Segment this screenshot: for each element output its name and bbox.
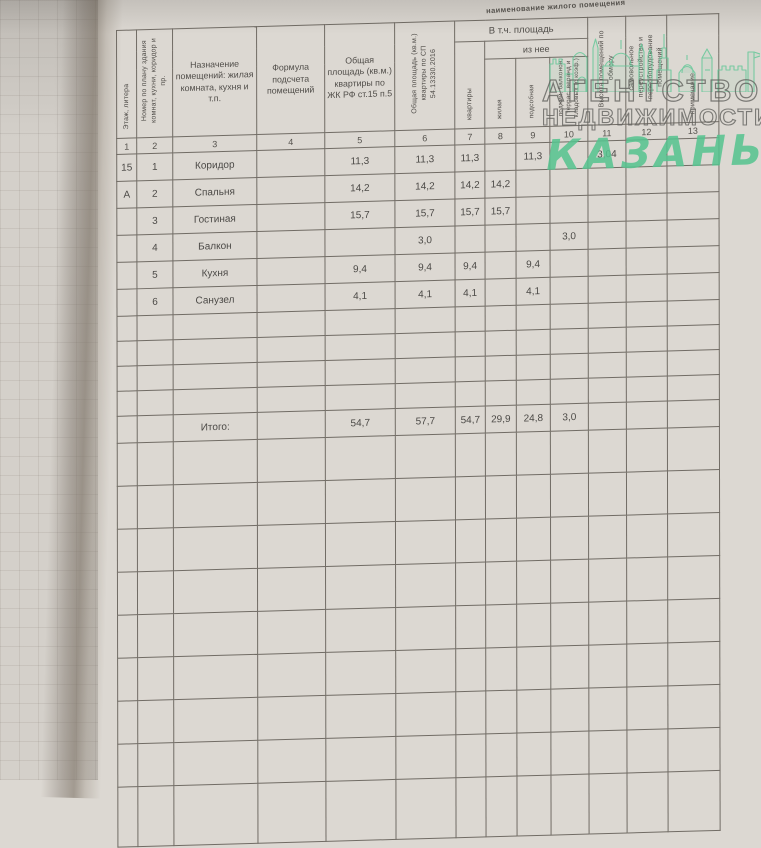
header-unauthorized: самовольное переустройство и переоборудо…	[625, 15, 667, 125]
header-note: примечание	[666, 13, 719, 124]
floor-cell	[116, 261, 137, 290]
header-purpose: Назначение помещений: жилая комната, кух…	[172, 26, 257, 137]
header-total-area-jk: Общая площадь (кв.м.) квартиры по ЖК РФ …	[324, 22, 395, 133]
header-plan-number: Номер по плану здания комнат, кухни, кор…	[136, 28, 173, 138]
header-auxiliary: подсобная	[515, 57, 550, 128]
header-formula: Формула подсчета помещений	[256, 24, 325, 135]
page-caption: наименование жилого помещения	[485, 0, 626, 16]
room-number-cell: 1	[136, 152, 173, 181]
floor-explication-table: Этаж, литера Номер по плану здания комна…	[116, 13, 721, 848]
room-name-cell: Санузел	[172, 285, 258, 315]
gap-body	[117, 299, 720, 417]
floor-explication-table-wrap: Этаж, литера Номер по плану здания комна…	[116, 13, 721, 848]
room-number-cell: 6	[136, 287, 174, 316]
room-name-cell: Коридор	[172, 150, 257, 180]
header-apartment: квартиры	[454, 41, 485, 130]
room-number-cell: 4	[136, 233, 173, 262]
room-name-cell: Гостиная	[172, 204, 257, 234]
header-floor: Этаж, литера	[116, 29, 137, 139]
floor-cell: 15	[116, 153, 137, 182]
floor-cell: А	[116, 180, 137, 209]
header-total-area-sp: Общая площадь (кв.м.) квартиры по СП 54.…	[394, 21, 455, 131]
totals-label: Итого:	[173, 412, 258, 442]
floor-cell	[116, 207, 137, 236]
room-name-cell: Балкон	[172, 231, 257, 261]
floor-cell	[116, 288, 138, 317]
room-number-cell: 3	[136, 206, 173, 235]
table-header: Этаж, литера Номер по плану здания комна…	[116, 13, 719, 155]
room-number-cell: 5	[136, 260, 173, 289]
room-name-cell: Спальня	[172, 177, 257, 207]
data-body: 15 1 Коридор 11,3 11,3 11,3 11,3 3,04 А …	[116, 137, 720, 317]
filler-body	[117, 426, 721, 848]
floor-cell	[116, 234, 137, 263]
header-living: жилая	[484, 58, 516, 129]
header-height: Высота помещений по обмеру	[587, 16, 626, 126]
room-number-cell: 2	[136, 179, 173, 208]
room-name-cell: Кухня	[172, 258, 258, 288]
header-balconies: лоджий, балконов, террас, веранд и кладо…	[549, 56, 588, 127]
